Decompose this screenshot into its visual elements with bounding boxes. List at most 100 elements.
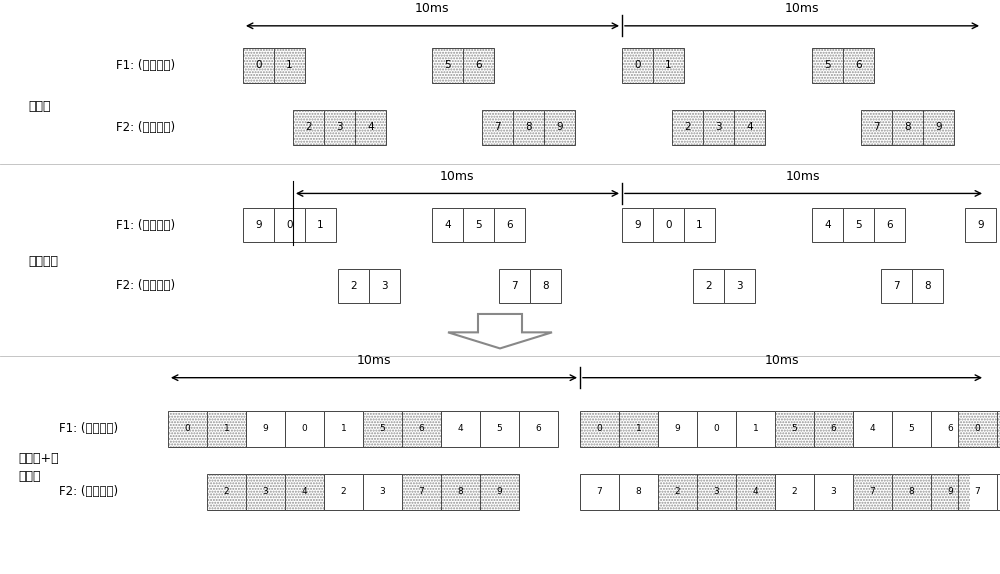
Bar [672, 110, 703, 145]
Bar [324, 110, 355, 145]
Text: 8: 8 [909, 487, 914, 497]
Text: 5: 5 [444, 60, 451, 71]
Bar [892, 474, 931, 510]
Bar [463, 48, 494, 83]
Bar [697, 411, 736, 447]
Bar [697, 474, 736, 510]
Bar [693, 269, 724, 303]
Text: 4: 4 [824, 220, 831, 230]
Bar [892, 474, 931, 510]
Bar [441, 474, 480, 510]
Bar [494, 208, 525, 242]
Bar [931, 474, 970, 510]
Bar [775, 411, 814, 447]
Bar [931, 474, 970, 510]
Bar [432, 48, 463, 83]
Bar [923, 110, 954, 145]
Text: 1: 1 [341, 424, 346, 433]
Text: 互补小区: 互补小区 [28, 255, 58, 267]
Bar [207, 411, 246, 447]
Bar [580, 474, 619, 510]
Text: 7: 7 [870, 487, 875, 497]
Bar [997, 411, 1000, 447]
Text: 0: 0 [286, 220, 293, 230]
Bar [243, 48, 274, 83]
Bar [363, 411, 402, 447]
Text: 0: 0 [597, 424, 602, 433]
Text: 2: 2 [224, 487, 229, 497]
Bar [958, 411, 997, 447]
Text: F1: (下行频段): F1: (下行频段) [116, 219, 175, 231]
Bar [355, 110, 386, 145]
Text: 9: 9 [935, 122, 942, 133]
Bar [338, 269, 369, 303]
Bar [843, 48, 874, 83]
Bar [853, 474, 892, 510]
Text: 2: 2 [341, 487, 346, 497]
Text: F2: (上行频段): F2: (上行频段) [116, 121, 175, 134]
Text: 0: 0 [185, 424, 190, 433]
Text: 5: 5 [824, 60, 831, 71]
Bar [168, 411, 207, 447]
Bar [814, 411, 853, 447]
Bar [207, 474, 246, 510]
Text: 0: 0 [634, 60, 641, 71]
Text: 5: 5 [475, 220, 482, 230]
Text: 2: 2 [684, 122, 691, 133]
Bar [658, 474, 697, 510]
Text: 3: 3 [714, 487, 719, 497]
Text: 9: 9 [948, 487, 953, 497]
Text: 9: 9 [675, 424, 680, 433]
Bar [363, 411, 402, 447]
Text: 7: 7 [511, 281, 518, 291]
Text: 1: 1 [696, 220, 703, 230]
Bar [207, 474, 246, 510]
Bar [997, 474, 1000, 510]
Bar [324, 411, 363, 447]
Text: 5: 5 [380, 424, 385, 433]
Bar [369, 269, 400, 303]
Text: 6: 6 [506, 220, 513, 230]
Text: 8: 8 [525, 122, 532, 133]
Bar [482, 110, 513, 145]
Bar [499, 269, 530, 303]
Text: 5: 5 [909, 424, 914, 433]
Text: 7: 7 [597, 487, 602, 497]
Text: 3: 3 [736, 281, 743, 291]
Bar [703, 110, 734, 145]
Bar [684, 208, 715, 242]
Bar [736, 474, 775, 510]
Text: 9: 9 [263, 424, 268, 433]
Bar [672, 110, 703, 145]
Text: 8: 8 [636, 487, 641, 497]
Text: 7: 7 [873, 122, 880, 133]
Bar [931, 411, 970, 447]
Text: 4: 4 [870, 424, 875, 433]
Text: 4: 4 [367, 122, 374, 133]
Text: 6: 6 [536, 424, 541, 433]
Text: 6: 6 [419, 424, 424, 433]
Bar [463, 208, 494, 242]
Text: 3: 3 [263, 487, 268, 497]
Text: 5: 5 [855, 220, 862, 230]
Bar [544, 110, 575, 145]
Bar [544, 110, 575, 145]
Text: 4: 4 [753, 487, 758, 497]
Bar [736, 411, 775, 447]
Bar [843, 48, 874, 83]
Bar [958, 474, 997, 510]
Text: 2: 2 [705, 281, 712, 291]
Bar [703, 110, 734, 145]
Text: 0: 0 [255, 60, 262, 71]
Bar [881, 269, 912, 303]
Bar [402, 411, 441, 447]
Bar [958, 411, 997, 447]
Text: 10ms: 10ms [786, 170, 820, 183]
Bar [734, 110, 765, 145]
Text: 8: 8 [904, 122, 911, 133]
Text: 3: 3 [336, 122, 343, 133]
Text: 1: 1 [636, 424, 641, 433]
Polygon shape [448, 314, 552, 348]
Text: 7: 7 [975, 487, 980, 497]
Bar [480, 411, 519, 447]
